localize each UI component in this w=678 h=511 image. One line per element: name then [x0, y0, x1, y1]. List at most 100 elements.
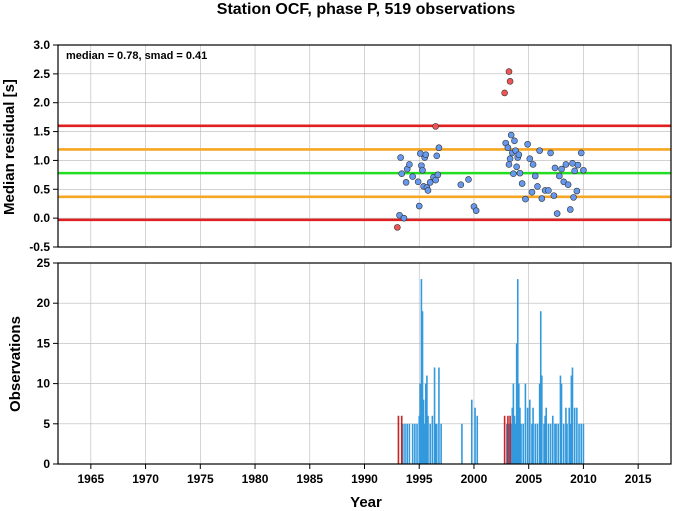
histogram-bar: [427, 415, 429, 464]
histogram-bar: [516, 279, 519, 464]
x-axis-label: Year: [350, 494, 382, 511]
histogram-bar: [544, 415, 546, 464]
y-tick-label: 2.0: [33, 96, 50, 110]
histogram-bar: [520, 423, 522, 464]
data-point: [538, 195, 546, 202]
data-point: [506, 78, 514, 85]
y-tick-label: 10: [37, 377, 51, 391]
data-point: [556, 172, 563, 180]
data-point: [558, 165, 565, 173]
histogram-bar: [422, 399, 425, 464]
histogram-bar: [423, 423, 426, 464]
data-point: [553, 210, 561, 217]
data-point: [551, 164, 559, 172]
data-point: [402, 179, 410, 186]
histogram-bar: [562, 423, 565, 464]
histogram-bar: [476, 415, 479, 464]
histogram-bar: [576, 407, 578, 464]
y-tick-label: 1.0: [33, 153, 50, 167]
histogram-bar: [506, 423, 508, 464]
x-tick-label: 1970: [132, 472, 159, 486]
top-panel-points: [394, 68, 587, 231]
x-tick-label: 1995: [406, 472, 433, 486]
histogram-bar: [431, 415, 434, 464]
histogram-bar: [420, 279, 423, 464]
histogram-bar: [549, 423, 552, 464]
y-tick-label: -0.5: [29, 240, 50, 254]
data-point: [435, 144, 443, 152]
data-point: [505, 68, 513, 75]
histogram-bar: [551, 415, 554, 464]
histogram-bar: [522, 423, 525, 464]
y-tick-label: 25: [37, 256, 51, 270]
data-point: [574, 161, 582, 169]
histogram-bar: [438, 367, 440, 464]
histogram-bar: [582, 423, 585, 464]
x-tick-label: 1985: [296, 472, 323, 486]
histogram-bar: [411, 423, 414, 464]
data-point: [507, 131, 515, 139]
data-point: [510, 170, 517, 178]
histogram-bar: [568, 407, 570, 464]
histogram-bar: [580, 423, 583, 464]
data-point: [433, 152, 441, 160]
histogram-bar: [426, 375, 428, 464]
histogram-bar: [539, 311, 542, 464]
data-point: [515, 151, 523, 158]
histogram-bar: [474, 407, 476, 464]
y-tick-label: 1.5: [33, 125, 50, 139]
data-point: [409, 173, 416, 180]
chart-title: Station OCF, phase P, 519 observations: [217, 1, 516, 18]
histogram-bar: [545, 407, 548, 464]
x-tick-label: 1980: [242, 472, 269, 486]
histogram-bar: [570, 375, 573, 464]
histogram-bar: [532, 407, 534, 464]
histogram-bar: [402, 423, 404, 464]
data-point: [547, 149, 554, 157]
top-panel-grid: [58, 44, 671, 248]
data-point: [414, 178, 422, 186]
bottom-panel-y-axis-label: Observations: [7, 316, 24, 412]
data-point: [406, 161, 413, 168]
data-point: [505, 161, 513, 168]
data-point: [504, 144, 512, 152]
top-panel-y-ticks: -0.5 0.0 0.5 1.0 1.5 2.0 2.5 3.0: [29, 38, 58, 254]
x-tick-label: 2010: [570, 472, 597, 486]
data-point: [400, 214, 408, 222]
data-point: [566, 206, 574, 213]
histogram-bar: [416, 423, 418, 464]
x-tick-label: 2005: [515, 472, 542, 486]
data-point: [506, 155, 514, 162]
histogram-bar: [526, 407, 529, 464]
histogram-bar: [510, 423, 512, 464]
histogram-bar: [528, 399, 531, 464]
histogram-bar: [470, 399, 473, 464]
data-point: [526, 155, 534, 162]
y-tick-label: 0.0: [33, 211, 50, 225]
data-point: [457, 181, 465, 188]
data-point: [465, 176, 472, 183]
x-tick-label: 1990: [351, 472, 378, 486]
data-point: [397, 154, 404, 161]
histogram-bar: [560, 383, 563, 464]
data-point: [573, 187, 581, 195]
histogram-bar: [554, 423, 556, 464]
data-point: [562, 161, 570, 168]
data-point: [577, 149, 585, 157]
data-point: [398, 170, 406, 178]
data-point: [534, 183, 541, 190]
histogram-bar: [519, 407, 521, 464]
data-point: [426, 179, 434, 186]
histogram-bar: [419, 383, 422, 464]
histogram-bar: [538, 383, 541, 464]
histogram-bar: [433, 367, 436, 464]
histogram-bar: [547, 423, 550, 464]
histogram-bar: [434, 423, 437, 464]
histogram-bar: [536, 423, 539, 464]
histogram-bar: [541, 375, 543, 464]
histogram-bar: [429, 423, 431, 464]
bottom-panel-x-ticks: 1965 1970 1975 1980 1985 1990 1995 2000 2005 2010…: [77, 464, 652, 486]
histogram-bar: [515, 343, 518, 464]
data-point: [580, 166, 587, 174]
